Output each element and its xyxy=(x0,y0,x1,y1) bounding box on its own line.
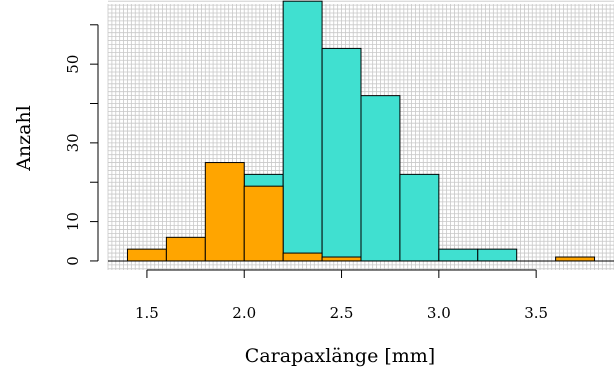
x-tick-label: 3.0 xyxy=(427,304,451,322)
y-tick-label: 50 xyxy=(64,55,82,74)
x-tick-label: 2.0 xyxy=(232,304,256,322)
histogram-bar-series-1 xyxy=(321,47,362,262)
y-tick-label: 0 xyxy=(64,256,82,266)
y-tick-label: 30 xyxy=(64,133,82,152)
x-tick-label: 2.5 xyxy=(330,304,354,322)
histogram-bar-series-2 xyxy=(282,252,323,262)
histogram-bar-series-1 xyxy=(438,248,479,262)
y-tick-label: 10 xyxy=(64,212,82,231)
histogram-bar-series-1 xyxy=(282,0,323,262)
histogram-bar-series-1 xyxy=(360,95,401,262)
histogram-bar-series-2 xyxy=(243,185,284,262)
histogram-bar-series-2 xyxy=(321,256,362,262)
histogram-bar-series-2 xyxy=(204,162,245,262)
histogram-bar-series-1 xyxy=(477,248,518,262)
axes: 1.5 2.0 2.5 3.0 3.5 0 10 30 50 xyxy=(64,24,548,322)
x-tick-label: 1.5 xyxy=(135,304,159,322)
x-axis-title: Carapaxlänge [mm] xyxy=(245,345,435,367)
histogram-bar-series-1 xyxy=(399,173,440,262)
histogram-bar-series-2 xyxy=(555,256,596,262)
histogram-bar-series-2 xyxy=(126,248,167,262)
y-axis-title: Anzahl xyxy=(13,105,35,172)
histogram-bar-series-2 xyxy=(165,236,206,262)
histogram-bars xyxy=(108,0,614,262)
x-tick-label: 3.5 xyxy=(524,304,548,322)
